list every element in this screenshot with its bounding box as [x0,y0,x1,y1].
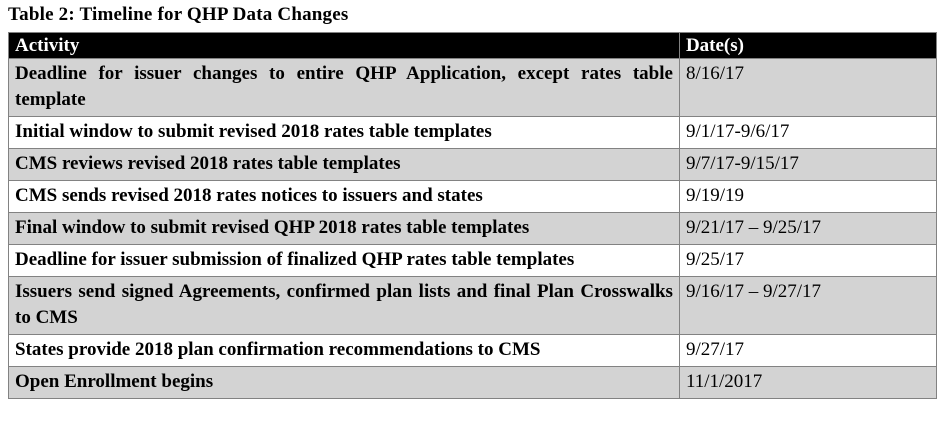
activity-cell: CMS reviews revised 2018 rates table tem… [8,148,680,181]
header-row: Activity Date(s) [8,32,938,59]
qhp-timeline-table: Activity Date(s) Deadline for issuer cha… [8,32,938,399]
table-title: Table 2: Timeline for QHP Data Changes [8,4,349,25]
table-row: Open Enrollment begins 11/1/2017 [8,366,938,399]
activity-cell: CMS sends revised 2018 rates notices to … [8,180,680,213]
column-header-activity: Activity [8,32,680,59]
table-row: Issuers send signed Agreements, confirme… [8,276,938,335]
date-cell: 9/21/17 – 9/25/17 [678,212,938,245]
date-cell: 8/16/17 [678,58,938,117]
date-cell: 9/27/17 [678,334,938,367]
column-header-date: Date(s) [678,32,938,59]
activity-cell: Open Enrollment begins [8,366,680,399]
activity-cell: Issuers send signed Agreements, confirme… [8,276,680,335]
table-row: Final window to submit revised QHP 2018 … [8,212,938,245]
table-header: Activity Date(s) [8,32,938,59]
date-cell: 11/1/2017 [678,366,938,399]
activity-cell: Deadline for issuer submission of finali… [8,244,680,277]
table-row: Deadline for issuer changes to entire QH… [8,58,938,117]
date-cell: 9/1/17-9/6/17 [678,116,938,149]
date-cell: 9/7/17-9/15/17 [678,148,938,181]
activity-cell: States provide 2018 plan confirmation re… [8,334,680,367]
table-row: Initial window to submit revised 2018 ra… [8,116,938,149]
date-cell: 9/25/17 [678,244,938,277]
table-row: States provide 2018 plan confirmation re… [8,334,938,367]
activity-cell: Initial window to submit revised 2018 ra… [8,116,680,149]
table-row: CMS sends revised 2018 rates notices to … [8,180,938,213]
table-row: Deadline for issuer submission of finali… [8,244,938,277]
table-body: Deadline for issuer changes to entire QH… [8,58,938,399]
activity-cell: Final window to submit revised QHP 2018 … [8,212,680,245]
date-cell: 9/16/17 – 9/27/17 [678,276,938,335]
activity-cell: Deadline for issuer changes to entire QH… [8,58,680,117]
table-row: CMS reviews revised 2018 rates table tem… [8,148,938,181]
date-cell: 9/19/19 [678,180,938,213]
